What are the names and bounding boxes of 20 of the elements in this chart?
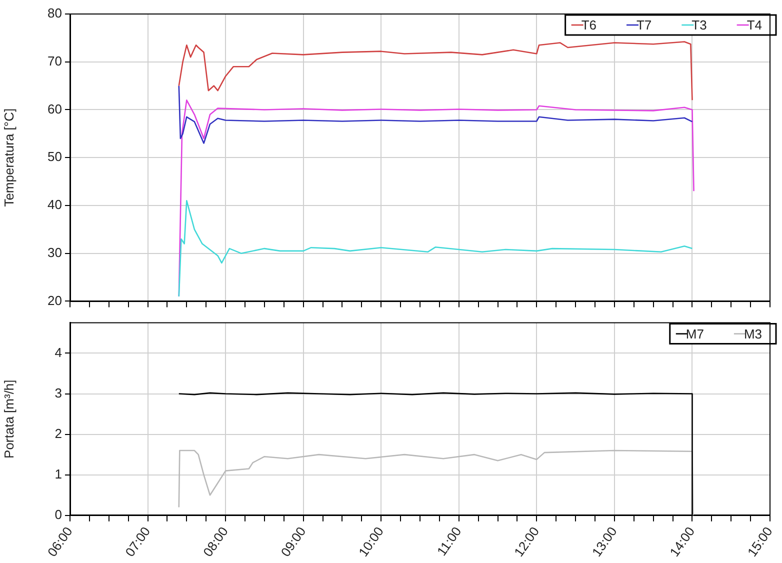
y-tick-label: 40 [48, 197, 62, 212]
y-axis-title: Temperatura [°C] [1, 108, 16, 207]
legend-label: M7 [686, 326, 704, 342]
y-tick-label: 2 [54, 426, 62, 441]
y-axis-title: Portata [m³/h] [1, 380, 16, 458]
y-tick-label: 4 [54, 344, 62, 360]
y-tick-label: 60 [48, 101, 62, 116]
y-tick-label: 0 [54, 506, 62, 522]
legend-label: T3 [692, 18, 707, 33]
y-tick-label: 70 [48, 53, 62, 68]
legend-label: T6 [581, 18, 596, 33]
legend-label: T4 [746, 18, 762, 33]
y-tick-label: 1 [54, 466, 62, 482]
y-tick-label: 20 [48, 292, 62, 308]
legend-label: T7 [636, 18, 652, 33]
y-tick-label: 30 [48, 244, 62, 260]
y-tick-label: 80 [48, 6, 62, 21]
legend-label: M3 [744, 326, 762, 342]
y-tick-label: 3 [54, 385, 62, 400]
y-tick-label: 50 [48, 149, 62, 164]
